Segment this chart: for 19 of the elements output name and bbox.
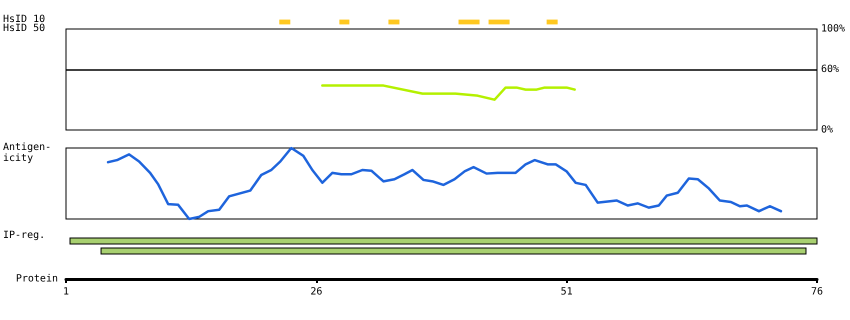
line-series [321,84,576,101]
bar [458,20,480,24]
y-axis-title: Antigen-icity [3,142,52,164]
x-tick-label: 51 [560,286,573,298]
bar [279,20,290,24]
y-tick-label: 0% [821,124,834,136]
y-tick-label: 100% [821,24,846,34]
bar [488,20,510,24]
bar [339,20,350,24]
x-axis-title: Protein [16,274,58,284]
y-axis-title: HsID 10 [3,14,46,25]
y-tick-label: 60% [821,64,840,75]
x-tick-label: 76 [810,286,824,298]
bar [388,20,400,24]
y-axis-title: IP-reg. [3,230,46,241]
x-tick-label: 26 [310,286,322,298]
y-axis-title: HsID 50 [3,23,46,34]
bar [546,20,558,24]
x-tick-label: 1 [62,286,70,298]
